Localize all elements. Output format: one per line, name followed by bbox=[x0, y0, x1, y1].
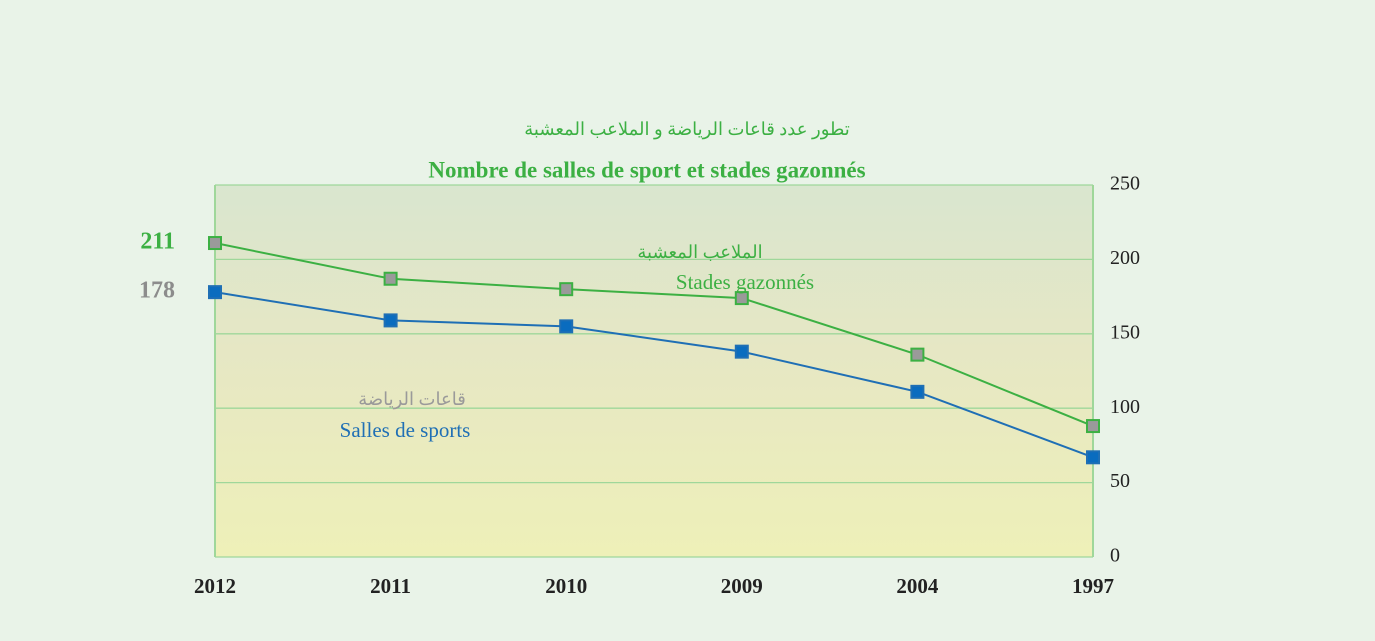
value-label: 178 bbox=[139, 278, 175, 304]
marker bbox=[734, 344, 749, 359]
chart-title-ar: تطور عدد قاعات الرياضة و الملاعب المعشبة bbox=[524, 119, 850, 140]
marker bbox=[734, 291, 749, 306]
marker bbox=[208, 236, 222, 251]
x-tick-label: 2009 bbox=[721, 574, 763, 598]
marker bbox=[383, 313, 398, 328]
series-label-ar: الملاعب المعشبة bbox=[637, 242, 762, 262]
y-tick-label: 50 bbox=[1110, 470, 1130, 492]
y-tick-label: 200 bbox=[1110, 247, 1140, 269]
y-tick-label: 150 bbox=[1110, 321, 1140, 343]
y-tick-label: 0 bbox=[1110, 545, 1120, 567]
x-tick-label: 2011 bbox=[370, 574, 411, 598]
y-tick-label: 250 bbox=[1110, 173, 1140, 195]
chart-title: Nombre de salles de sport et stades gazo… bbox=[428, 157, 865, 182]
marker bbox=[1086, 419, 1100, 434]
series-label: Salles de sports bbox=[340, 418, 471, 442]
series-line bbox=[214, 291, 1094, 459]
value-label: 211 bbox=[140, 229, 175, 255]
series-label-ar: قاعات الرياضة bbox=[358, 389, 466, 410]
x-tick-label: 1997 bbox=[1072, 574, 1114, 598]
marker bbox=[208, 285, 222, 300]
x-tick-label: 2012 bbox=[194, 574, 236, 598]
marker bbox=[559, 319, 574, 334]
x-tick-label: 2004 bbox=[896, 574, 939, 598]
x-tick-label: 2010 bbox=[545, 574, 587, 598]
series-label: Stades gazonnés bbox=[676, 270, 814, 294]
marker bbox=[910, 347, 925, 362]
marker bbox=[383, 271, 398, 286]
plot-area bbox=[215, 185, 1093, 557]
series-line bbox=[214, 242, 1094, 427]
y-tick-label: 100 bbox=[1110, 396, 1140, 418]
marker bbox=[559, 282, 574, 297]
marker bbox=[910, 384, 925, 399]
marker bbox=[1086, 450, 1100, 465]
